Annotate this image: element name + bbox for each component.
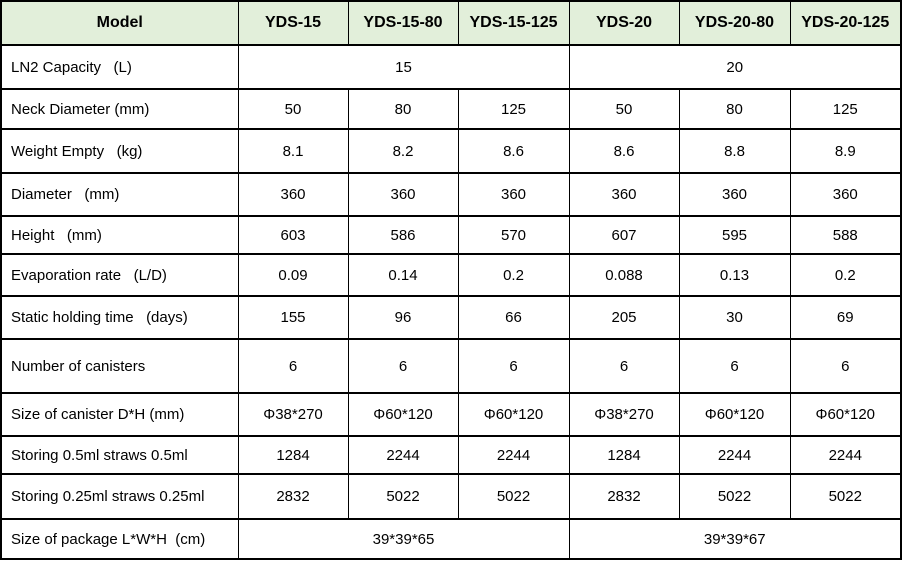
spec-cell: 1284 [237, 435, 349, 475]
column-header-yds-20: YDS-20 [568, 0, 680, 46]
row-label: Storing 0.5ml straws 0.5ml [0, 435, 239, 475]
row-label: Number of canisters [0, 338, 239, 394]
model-header-cell: Model [0, 0, 239, 46]
spec-cell: 6 [237, 338, 349, 394]
spec-cell: 155 [237, 295, 349, 340]
column-header-yds-20-125: YDS-20-125 [789, 0, 902, 46]
row-label: Weight Empty (kg) [0, 128, 239, 174]
spec-cell: 360 [568, 172, 680, 217]
spec-cell: 50 [237, 88, 349, 130]
spec-cell: 125 [457, 88, 570, 130]
row-ln2-capacity: LN2 Capacity (L) 15 20 [0, 44, 902, 90]
spec-cell: 80 [678, 88, 791, 130]
spec-cell: 586 [347, 215, 459, 255]
spec-cell: 5022 [678, 473, 791, 520]
spec-cell: 8.6 [457, 128, 570, 174]
row-label: Diameter (mm) [0, 172, 239, 217]
header-row: Model YDS-15 YDS-15-80 YDS-15-125 YDS-20… [0, 0, 902, 46]
row-static-holding-time: Static holding time (days) 155 96 66 205… [0, 295, 902, 340]
spec-cell: 360 [347, 172, 459, 217]
spec-cell: 2832 [568, 473, 680, 520]
spec-cell: 0.13 [678, 253, 791, 297]
spec-cell: 2244 [457, 435, 570, 475]
spec-cell: Φ60*120 [678, 392, 791, 437]
spec-cell: 5022 [347, 473, 459, 520]
row-label: Size of canister D*H (mm) [0, 392, 239, 437]
spec-cell: 8.1 [237, 128, 349, 174]
row-storing-05ml-straws: Storing 0.5ml straws 0.5ml 1284 2244 224… [0, 435, 902, 475]
spec-cell: 66 [457, 295, 570, 340]
spec-cell: Φ38*270 [237, 392, 349, 437]
spec-cell: 96 [347, 295, 459, 340]
spec-cell: 8.9 [789, 128, 902, 174]
spec-cell: 50 [568, 88, 680, 130]
spec-cell: 603 [237, 215, 349, 255]
spec-cell: 6 [678, 338, 791, 394]
spec-cell: Φ38*270 [568, 392, 680, 437]
spec-cell: 0.088 [568, 253, 680, 297]
row-evaporation-rate: Evaporation rate (L/D) 0.09 0.14 0.2 0.0… [0, 253, 902, 297]
spec-cell: 8.8 [678, 128, 791, 174]
merged-spec-cell: 20 [568, 44, 902, 90]
row-label: Storing 0.25ml straws 0.25ml [0, 473, 239, 520]
spec-cell: 1284 [568, 435, 680, 475]
spec-cell: 8.6 [568, 128, 680, 174]
spec-cell: 5022 [789, 473, 902, 520]
spec-cell: 360 [457, 172, 570, 217]
column-header-yds-20-80: YDS-20-80 [678, 0, 791, 46]
row-diameter: Diameter (mm) 360 360 360 360 360 360 [0, 172, 902, 217]
spec-cell: 570 [457, 215, 570, 255]
row-canister-size: Size of canister D*H (mm) Φ38*270 Φ60*12… [0, 392, 902, 437]
spec-cell: 6 [347, 338, 459, 394]
row-label: Height (mm) [0, 215, 239, 255]
spec-cell: 125 [789, 88, 902, 130]
column-header-yds-15: YDS-15 [237, 0, 349, 46]
row-weight-empty: Weight Empty (kg) 8.1 8.2 8.6 8.6 8.8 8.… [0, 128, 902, 174]
spec-cell: 0.2 [789, 253, 902, 297]
merged-spec-cell: 39*39*67 [568, 518, 902, 560]
spec-cell: 588 [789, 215, 902, 255]
spec-cell: Φ60*120 [347, 392, 459, 437]
row-neck-diameter: Neck Diameter (mm) 50 80 125 50 80 125 [0, 88, 902, 130]
column-header-yds-15-80: YDS-15-80 [347, 0, 459, 46]
spec-cell: 205 [568, 295, 680, 340]
merged-spec-cell: 15 [237, 44, 570, 90]
spec-cell: 0.09 [237, 253, 349, 297]
row-storing-025ml-straws: Storing 0.25ml straws 0.25ml 2832 5022 5… [0, 473, 902, 520]
spec-cell: 0.2 [457, 253, 570, 297]
spec-cell: 360 [678, 172, 791, 217]
spec-cell: 360 [237, 172, 349, 217]
row-label: LN2 Capacity (L) [0, 44, 239, 90]
spec-cell: 2244 [347, 435, 459, 475]
spec-cell: 8.2 [347, 128, 459, 174]
spec-cell: Φ60*120 [457, 392, 570, 437]
column-header-yds-15-125: YDS-15-125 [457, 0, 570, 46]
spec-cell: 360 [789, 172, 902, 217]
row-label: Size of package L*W*H (cm) [0, 518, 239, 560]
row-label: Static holding time (days) [0, 295, 239, 340]
spec-cell: 0.14 [347, 253, 459, 297]
row-label: Neck Diameter (mm) [0, 88, 239, 130]
row-number-of-canisters: Number of canisters 6 6 6 6 6 6 [0, 338, 902, 394]
spec-cell: 5022 [457, 473, 570, 520]
spec-cell: 2244 [678, 435, 791, 475]
spec-cell: 69 [789, 295, 902, 340]
spec-cell: 6 [457, 338, 570, 394]
row-package-size: Size of package L*W*H (cm) 39*39*65 39*3… [0, 518, 902, 560]
spec-cell: 2832 [237, 473, 349, 520]
spec-cell: 80 [347, 88, 459, 130]
spec-cell: 6 [568, 338, 680, 394]
spec-cell: 607 [568, 215, 680, 255]
spec-cell: 2244 [789, 435, 902, 475]
spec-cell: 595 [678, 215, 791, 255]
spec-cell: Φ60*120 [789, 392, 902, 437]
spec-cell: 6 [789, 338, 902, 394]
row-height: Height (mm) 603 586 570 607 595 588 [0, 215, 902, 255]
merged-spec-cell: 39*39*65 [237, 518, 570, 560]
row-label: Evaporation rate (L/D) [0, 253, 239, 297]
spec-cell: 30 [678, 295, 791, 340]
